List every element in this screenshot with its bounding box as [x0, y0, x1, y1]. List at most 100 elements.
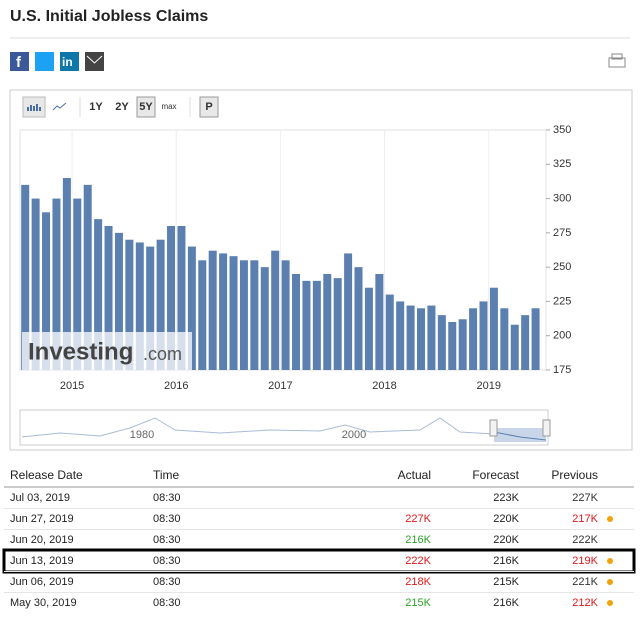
- bar: [42, 212, 51, 370]
- table-cell: Jul 03, 2019: [10, 492, 70, 504]
- bar: [146, 246, 155, 370]
- svg-text:f: f: [16, 54, 22, 71]
- column-header: Release Date: [10, 468, 83, 482]
- bar: [156, 239, 165, 370]
- bar: [531, 308, 540, 370]
- table-cell: 08:30: [153, 576, 181, 588]
- bar: [510, 324, 519, 370]
- x-tick-label: 2017: [268, 380, 292, 392]
- p-button[interactable]: P: [205, 101, 212, 113]
- table-cell: 223K: [493, 492, 519, 504]
- bar: [333, 278, 342, 370]
- svg-text:in: in: [62, 55, 73, 69]
- table-cell: Jun 13, 2019: [10, 555, 74, 567]
- table-cell: May 30, 2019: [10, 597, 77, 609]
- print-icon[interactable]: [608, 53, 626, 68]
- bar: [73, 198, 82, 370]
- x-tick-label: 2016: [164, 380, 188, 392]
- bar: [198, 260, 207, 370]
- bar: [323, 274, 332, 370]
- table-cell: Jun 20, 2019: [10, 534, 74, 546]
- table-cell: 227K: [405, 513, 431, 525]
- revision-dot: [607, 579, 613, 585]
- revision-dot: [607, 600, 613, 606]
- watermark: .com: [143, 344, 182, 364]
- bar: [83, 184, 92, 370]
- y-tick-label: 300: [553, 192, 571, 204]
- range-button-box[interactable]: [136, 96, 156, 118]
- table-cell: Jun 27, 2019: [10, 513, 74, 525]
- y-tick-label: 350: [553, 124, 571, 136]
- bar: [114, 232, 123, 370]
- email-icon[interactable]: [85, 52, 104, 71]
- bar: [281, 260, 290, 370]
- facebook-icon[interactable]: [10, 52, 29, 71]
- bar: [187, 246, 196, 370]
- bar: [177, 226, 186, 370]
- twitter-icon[interactable]: [35, 52, 54, 71]
- bar: [500, 308, 509, 370]
- table-cell: 219K: [572, 555, 598, 567]
- table-cell: Jun 06, 2019: [10, 576, 74, 588]
- table-cell: 222K: [405, 555, 431, 567]
- bar: [250, 260, 259, 370]
- table-cell: 227K: [572, 492, 598, 504]
- table-cell: 08:30: [153, 534, 181, 546]
- range-button[interactable]: max: [161, 102, 176, 111]
- bar: [292, 274, 301, 370]
- bar: [417, 308, 426, 370]
- highlight-box: [2, 548, 636, 574]
- navigator: [19, 409, 549, 446]
- table-cell: 220K: [493, 534, 519, 546]
- navigator-handle[interactable]: [489, 419, 498, 437]
- bar: [52, 198, 61, 370]
- bar: [312, 280, 321, 370]
- revision-dot: [607, 516, 613, 522]
- bar: [271, 250, 280, 370]
- y-tick-label: 175: [553, 364, 571, 376]
- table-cell: 216K: [493, 555, 519, 567]
- range-button[interactable]: 1Y: [89, 101, 103, 113]
- revision-dot: [607, 558, 613, 564]
- bar: [31, 198, 40, 370]
- page-title: U.S. Initial Jobless Claims: [10, 8, 208, 25]
- bar: [208, 250, 217, 370]
- bar: [135, 242, 144, 370]
- share-icons: f in: [10, 52, 104, 71]
- navigator-label: 2000: [342, 429, 366, 441]
- x-tick-label: 2019: [476, 380, 500, 392]
- range-button[interactable]: 5Y: [139, 101, 153, 113]
- table-cell: 08:30: [153, 597, 181, 609]
- table-cell: 215K: [493, 576, 519, 588]
- table-cell: 220K: [493, 513, 519, 525]
- y-tick-label: 325: [553, 158, 571, 170]
- bar: [62, 178, 71, 370]
- bar: [521, 315, 530, 370]
- y-tick-label: 250: [553, 261, 571, 273]
- navigator-selection[interactable]: [494, 428, 546, 442]
- bar: [167, 226, 176, 370]
- bar: [406, 305, 415, 370]
- bar: [469, 308, 478, 370]
- x-tick-label: 2018: [372, 380, 396, 392]
- bar: [458, 319, 467, 370]
- bar: [239, 260, 248, 370]
- bar: [375, 274, 384, 370]
- watermark: Investing: [28, 338, 133, 365]
- bar: [448, 322, 457, 370]
- bar: [364, 287, 373, 370]
- bar: [479, 301, 488, 370]
- linkedin-icon[interactable]: [60, 52, 79, 71]
- range-button[interactable]: 2Y: [115, 101, 129, 113]
- column-header: Time: [153, 468, 180, 482]
- bar: [489, 287, 498, 370]
- bar: [354, 267, 363, 370]
- navigator-handle[interactable]: [542, 419, 551, 437]
- bar: [302, 280, 311, 370]
- bar: [219, 253, 228, 370]
- p-button-box[interactable]: [199, 96, 219, 118]
- line-chart-button[interactable]: [52, 102, 67, 111]
- navigator-label: 1980: [130, 429, 154, 441]
- column-header: Previous: [551, 468, 598, 482]
